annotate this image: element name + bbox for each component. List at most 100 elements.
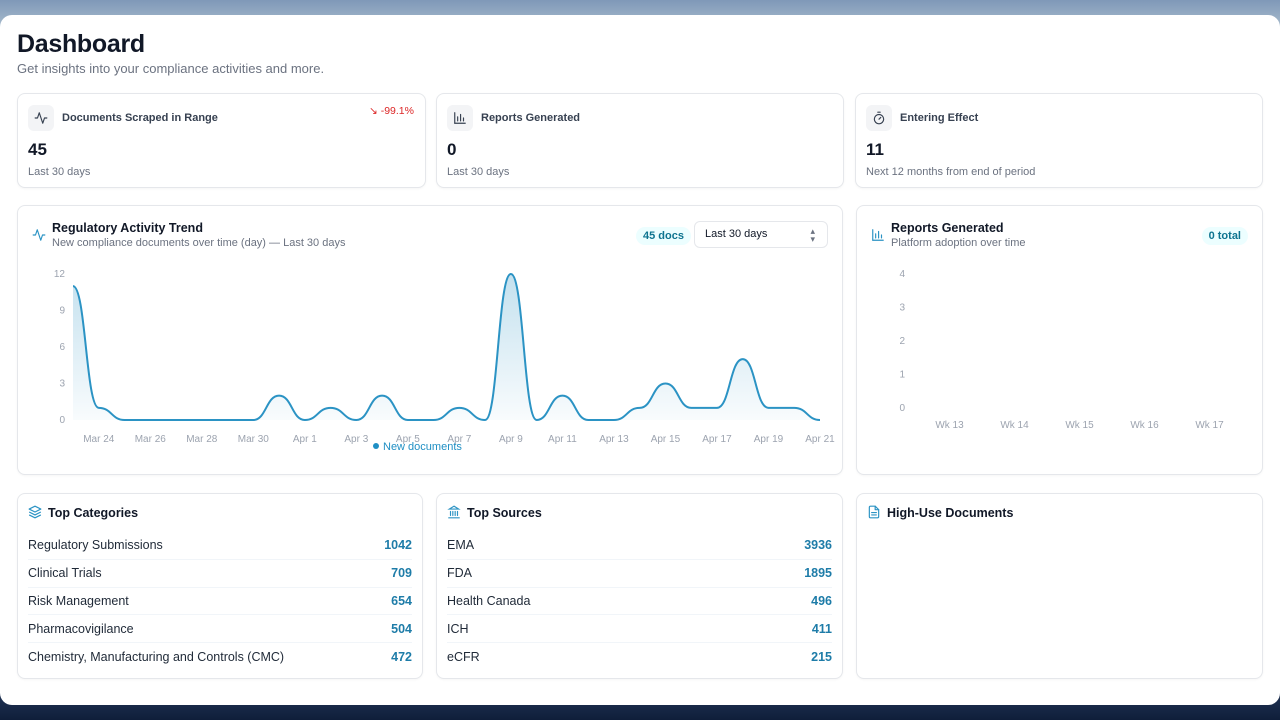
stat-label: Entering Effect: [900, 112, 979, 124]
source-name: Health Canada: [447, 593, 531, 608]
reports-chart-card: Reports Generated Platform adoption over…: [856, 205, 1263, 475]
source-count: 411: [811, 621, 832, 636]
source-count: 1895: [804, 566, 832, 581]
x-tick-label: Wk 13: [935, 420, 964, 431]
source-name: eCFR: [447, 650, 480, 665]
x-tick-label: Mar 26: [135, 434, 167, 445]
x-tick-label: Wk 15: [1065, 420, 1094, 431]
source-row[interactable]: EMA 3936: [447, 532, 832, 560]
stat-value: 0: [447, 140, 457, 159]
source-count: 215: [811, 650, 832, 665]
legend-dot: [373, 443, 379, 449]
x-tick-label: Mar 30: [238, 434, 270, 445]
category-row[interactable]: Regulatory Submissions 1042: [28, 532, 412, 560]
landmark-icon: [447, 505, 461, 519]
reports-chart-subtitle: Platform adoption over time: [891, 237, 1026, 249]
high-use-documents-title: High-Use Documents: [887, 506, 1014, 520]
source-name: FDA: [447, 566, 472, 581]
x-tick-label: Apr 7: [447, 434, 471, 445]
top-sources-list: EMA 3936 FDA 1895 Health Canada 496 ICH 411 eCFR…: [447, 532, 832, 671]
x-tick-label: Apr 3: [344, 434, 368, 445]
y-tick-label: 12: [54, 269, 66, 280]
y-tick-label: 6: [59, 342, 65, 353]
x-tick-label: Apr 5: [396, 434, 420, 445]
stat-label: Reports Generated: [481, 112, 581, 124]
y-tick-label: 2: [899, 336, 905, 347]
category-name: Risk Management: [28, 593, 129, 608]
y-tick-label: 4: [899, 269, 905, 280]
bar-chart-icon: [447, 105, 473, 131]
source-count: 3936: [804, 538, 832, 553]
layers-icon: [28, 505, 42, 519]
activity-icon: [28, 105, 54, 131]
category-name: Chemistry, Manufacturing and Controls (C…: [28, 650, 285, 665]
stat-value: 45: [28, 140, 47, 159]
docs-count-badge: 45 docs: [636, 227, 691, 245]
page-title: Dashboard: [17, 30, 145, 58]
y-tick-label: 0: [59, 415, 65, 426]
source-count: 496: [811, 593, 832, 608]
x-tick-label: Apr 13: [599, 434, 629, 445]
stat-card-entering-effect: Entering Effect 11 Next 12 months from e…: [855, 93, 1263, 188]
trend-line: [72, 272, 821, 422]
category-row[interactable]: Clinical Trials 709: [28, 560, 412, 588]
dashboard-window: Dashboard Get insights into your complia…: [0, 15, 1280, 705]
source-row[interactable]: eCFR 215: [447, 643, 832, 671]
x-tick-label: Apr 17: [702, 434, 732, 445]
x-tick-label: Wk 17: [1195, 420, 1224, 431]
y-tick-label: 0: [899, 403, 905, 414]
trend-down-icon: ↘: [368, 105, 378, 117]
category-name: Pharmacovigilance: [28, 621, 134, 636]
top-categories-card: Top Categories Regulatory Submissions 104…: [17, 493, 423, 679]
trend-area: [73, 274, 820, 420]
y-tick-label: 3: [899, 303, 905, 314]
category-count: 472: [391, 650, 412, 665]
category-name: Regulatory Submissions: [28, 538, 163, 553]
category-count: 654: [391, 593, 412, 608]
timer-icon: [866, 105, 892, 131]
x-tick-label: Apr 15: [651, 434, 681, 445]
source-name: ICH: [447, 621, 469, 636]
legend-label: New documents: [383, 441, 462, 453]
trend-chart: 0 3 6 9 12 Mar 24 Mar 26 Mar 28 Mar 30 Apr 1 Apr 3…: [54, 269, 835, 445]
stat-footnote: Next 12 months from end of period: [866, 166, 1036, 178]
stat-change-value: -99.1%: [380, 105, 414, 117]
category-row[interactable]: Risk Management 654: [28, 588, 412, 616]
file-text-icon: [867, 505, 881, 519]
source-row[interactable]: FDA 1895: [447, 560, 832, 588]
high-use-documents-card: High-Use Documents: [856, 493, 1263, 679]
stat-card-reports: Reports Generated 0 Last 30 days: [436, 93, 844, 188]
category-row[interactable]: Pharmacovigilance 504: [28, 615, 412, 644]
x-tick-label: Apr 19: [754, 434, 784, 445]
date-range-value: Last 30 days: [705, 228, 768, 240]
x-tick-label: Apr 1: [293, 434, 317, 445]
category-count: 504: [391, 621, 412, 636]
category-name: Clinical Trials: [28, 566, 102, 581]
x-tick-label: Mar 28: [186, 434, 218, 445]
source-row[interactable]: Health Canada 496: [447, 588, 832, 616]
top-categories-list: Regulatory Submissions 1042 Clinical Trial…: [28, 532, 412, 671]
stat-label: Documents Scraped in Range: [62, 112, 218, 124]
reports-chart: 0 1 2 3 4 Wk 13 Wk 14 Wk 15 Wk 16 Wk 17: [899, 269, 1224, 431]
y-tick-label: 9: [59, 306, 65, 317]
x-tick-label: Apr 21: [805, 434, 835, 445]
bar-chart-icon: [871, 228, 885, 247]
source-name: EMA: [447, 538, 475, 553]
category-count: 709: [391, 566, 412, 581]
y-tick-label: 3: [59, 379, 65, 390]
page-subtitle: Get insights into your compliance activi…: [17, 61, 325, 76]
top-sources-title: Top Sources: [467, 506, 542, 520]
reports-chart-title: Reports Generated: [891, 221, 1004, 235]
chart-legend: New documents: [373, 441, 462, 453]
x-tick-label: Wk 16: [1130, 420, 1159, 431]
category-row[interactable]: Chemistry, Manufacturing and Controls (C…: [28, 643, 412, 671]
y-tick-label: 1: [899, 370, 905, 381]
top-categories-title: Top Categories: [48, 506, 139, 520]
activity-icon: [32, 228, 46, 247]
stat-footnote: Last 30 days: [28, 166, 91, 178]
top-sources-card: Top Sources EMA 3936 FDA 1895 Health Canada 4…: [436, 493, 843, 679]
stat-value: 11: [866, 140, 884, 159]
chevrons-up-down-icon: ▴ ▾: [810, 226, 815, 244]
source-row[interactable]: ICH 411: [447, 615, 832, 644]
date-range-select[interactable]: Last 30 days ▴ ▾: [694, 221, 828, 248]
